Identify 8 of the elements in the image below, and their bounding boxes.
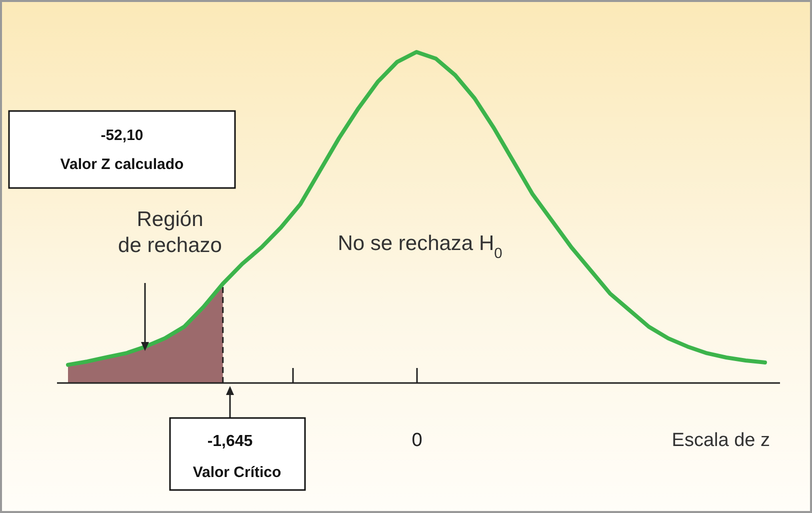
annotation: -52,10 Valor Z calculado [60,127,184,173]
text: -1,645 [207,433,253,450]
x-axis-title: Escala de z [672,430,770,451]
text: No se rechaza H [338,232,494,255]
annotation: Región de rechazo [118,208,222,257]
text: 0 [412,430,422,451]
annotation: 0 [494,246,502,262]
text: Valor Crítico [192,464,282,481]
